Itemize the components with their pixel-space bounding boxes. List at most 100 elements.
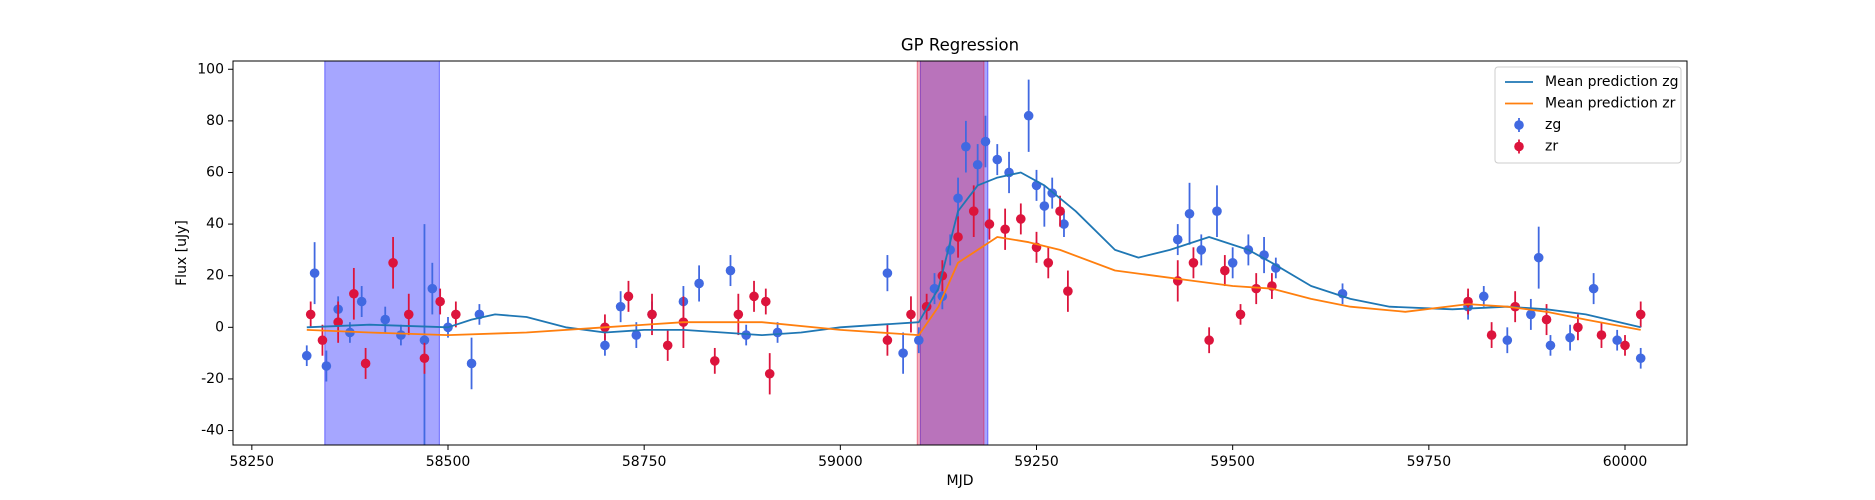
data-point	[1545, 340, 1556, 351]
data-point	[1573, 322, 1583, 333]
data-point	[615, 301, 626, 312]
data-point	[906, 309, 916, 320]
data-point	[1486, 330, 1497, 340]
data-point	[764, 368, 775, 379]
data-point	[466, 358, 477, 369]
data-point	[600, 340, 610, 351]
data-point	[380, 314, 391, 325]
data-point	[631, 330, 642, 340]
data-point	[396, 330, 406, 340]
data-point	[992, 154, 1003, 165]
x-tick-label: 58500	[426, 454, 471, 470]
data-point	[1227, 258, 1238, 268]
data-point	[772, 327, 783, 338]
data-point	[1023, 110, 1034, 121]
legend-box	[1494, 66, 1682, 164]
x-axis-label: MJD	[947, 473, 974, 489]
legend-label: zg	[1545, 117, 1561, 133]
data-point	[1502, 335, 1513, 346]
data-point	[451, 309, 461, 320]
data-point	[1235, 309, 1246, 320]
data-point	[961, 141, 971, 152]
legend-label: Mean prediction zg	[1545, 74, 1679, 90]
data-point	[403, 309, 414, 320]
data-point	[1059, 219, 1069, 229]
data-point	[623, 291, 634, 302]
data-point	[1043, 258, 1054, 268]
axes-frame	[232, 60, 1688, 446]
data-point	[749, 291, 759, 302]
data-point	[725, 265, 736, 276]
data-point	[984, 219, 995, 229]
data-point	[1204, 335, 1214, 346]
data-point	[1188, 258, 1199, 268]
data-point	[1039, 201, 1050, 211]
span	[919, 61, 989, 445]
data-point	[1541, 314, 1552, 325]
data-point	[914, 335, 924, 346]
data-point	[733, 309, 744, 320]
data-point	[301, 350, 312, 361]
data-point	[1016, 214, 1026, 224]
data-point	[972, 159, 983, 170]
data-point	[321, 361, 332, 371]
data-point	[360, 358, 371, 369]
y-tick-label: 20	[206, 268, 224, 284]
y-tick-label: 60	[206, 164, 224, 180]
data-point	[1251, 283, 1262, 294]
data-point	[1635, 309, 1646, 320]
data-point	[1172, 234, 1183, 245]
y-tick-label: 40	[206, 216, 224, 232]
data-point	[1635, 353, 1646, 364]
data-point	[1588, 283, 1599, 294]
y-tick-label: -40	[201, 423, 224, 439]
data-point	[968, 206, 979, 216]
y-tick-label: -20	[201, 371, 224, 387]
data-point	[980, 136, 991, 147]
x-tick-label: 60000	[1603, 454, 1648, 470]
data-point	[662, 340, 673, 351]
span	[324, 61, 440, 445]
data-point	[1478, 291, 1489, 302]
data-point	[349, 288, 359, 299]
data-point	[1212, 206, 1222, 216]
data-point	[1533, 252, 1544, 263]
y-axis-label: Flux [uJy]	[174, 220, 190, 286]
data-point	[419, 335, 430, 346]
plot-area	[301, 61, 1646, 445]
data-point	[1565, 332, 1575, 343]
legend-label: Mean prediction zr	[1545, 96, 1676, 112]
y-tick-label: 0	[215, 319, 224, 335]
x-tick-label: 58250	[230, 454, 275, 470]
data-point	[1220, 265, 1230, 276]
data-point	[1000, 224, 1010, 235]
legend-label: zr	[1545, 139, 1558, 155]
legend-swatch	[1514, 120, 1524, 130]
data-point	[1596, 330, 1607, 340]
data-point	[1526, 309, 1536, 320]
data-point	[427, 283, 438, 294]
data-point	[435, 296, 445, 307]
data-point	[953, 232, 963, 242]
data-point	[317, 335, 328, 346]
x-tick-label: 59250	[1014, 454, 1059, 470]
chart-title: GP Regression	[901, 36, 1019, 55]
y-tick-label: 80	[206, 113, 224, 129]
data-point	[694, 278, 704, 289]
mean-line	[306, 236, 1641, 336]
data-point	[1055, 206, 1065, 216]
data-point	[388, 258, 398, 268]
y-tick-label: 100	[197, 61, 224, 77]
data-point	[305, 309, 316, 320]
data-point	[741, 330, 751, 340]
x-tick-label: 59000	[818, 454, 863, 470]
data-point	[953, 193, 963, 204]
data-point	[419, 353, 430, 364]
x-tick-label: 58750	[622, 454, 667, 470]
x-tick-label: 59500	[1210, 454, 1255, 470]
data-point	[709, 356, 720, 366]
data-point	[1612, 335, 1622, 346]
x-tick-label: 59750	[1407, 454, 1452, 470]
legend-swatch	[1514, 141, 1524, 152]
